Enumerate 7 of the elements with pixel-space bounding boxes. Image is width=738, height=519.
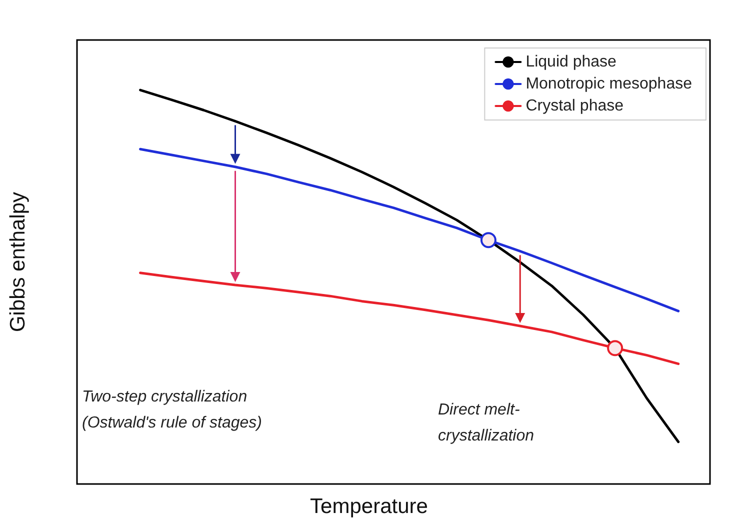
annotation: Two-step crystallization (Ostwald's rule of stages) — [82, 388, 262, 432]
x-axis-title: Temperature — [310, 495, 428, 518]
y-axis-title: Gibbs enthalpy — [6, 191, 30, 332]
legend-label: Monotropic mesophase — [526, 76, 692, 92]
annotation: Direct melt- crystallization — [438, 402, 534, 444]
legend-label: Crystal phase — [526, 98, 624, 114]
legend-label: Liquid phase — [526, 54, 617, 70]
